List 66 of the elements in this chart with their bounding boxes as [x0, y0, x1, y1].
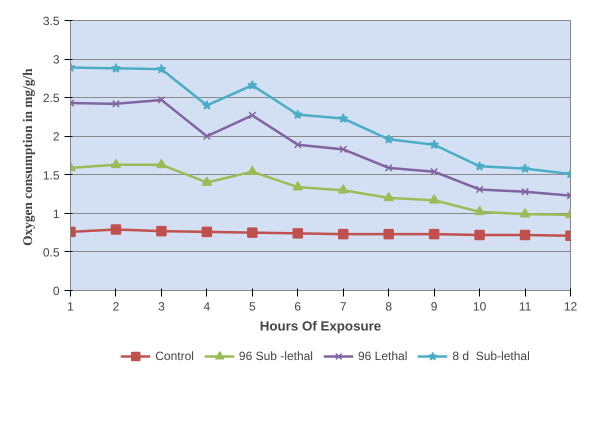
point [112, 100, 120, 108]
x-tick-label: 2 [112, 300, 120, 314]
point [338, 228, 348, 240]
point [247, 166, 258, 176]
point [383, 228, 394, 240]
point [156, 64, 166, 74]
point [248, 111, 256, 120]
y-tick-label: 3 [52, 52, 60, 67]
point [476, 186, 484, 194]
point [294, 140, 302, 149]
x-tick-label: 4 [204, 300, 211, 314]
x-tick-label: 6 [294, 300, 302, 314]
point [202, 132, 211, 140]
y-tick-label: 2.5 [42, 91, 60, 106]
point [292, 109, 303, 120]
point [339, 145, 348, 154]
point [202, 100, 212, 110]
point [247, 80, 258, 90]
x-tick-label: 12 [564, 300, 578, 314]
x-tick-label: 11 [518, 300, 532, 314]
y-tick-label: 3.5 [42, 14, 60, 28]
x-axis-title: Hours Of Exposure [260, 318, 382, 334]
legend-label: 8 d Sub-lethal [452, 349, 530, 363]
point [474, 206, 485, 216]
point [110, 224, 122, 235]
point [430, 168, 438, 176]
y-tick-label: 2 [52, 130, 60, 144]
legend-label: Control [155, 349, 194, 363]
point [156, 226, 167, 236]
y-tick-label: 1 [52, 206, 60, 221]
point [520, 163, 530, 174]
y-axis-title: Oxygen consumption in mg/g/h [20, 68, 35, 246]
point [110, 158, 122, 168]
point [520, 230, 530, 240]
point [429, 139, 440, 150]
point [384, 134, 394, 144]
y-tick-label: 0.5 [42, 245, 60, 260]
point [383, 192, 394, 202]
point [428, 228, 440, 240]
point [156, 158, 167, 168]
point [384, 164, 393, 172]
point [202, 226, 212, 238]
x-tick-label: 5 [248, 300, 256, 314]
point [474, 161, 485, 171]
point [474, 230, 485, 240]
point [520, 208, 530, 218]
x-tick-label: 9 [430, 300, 438, 314]
point [338, 184, 348, 194]
x-tick-label: 8 [385, 300, 392, 314]
y-tick-label: 0 [52, 284, 60, 298]
legend-label: 96 Lethal [358, 349, 408, 363]
point [521, 188, 529, 196]
point [292, 181, 304, 190]
point [110, 63, 121, 73]
x-tick-label: 1 [67, 300, 74, 314]
x-tick-label: 10 [472, 300, 487, 314]
point [338, 113, 348, 123]
point [247, 227, 258, 238]
point [202, 176, 212, 186]
point [157, 96, 166, 104]
x-tick-label: 7 [340, 300, 347, 314]
legend-label: 96 Sub -lethal [238, 349, 313, 363]
point [428, 194, 440, 204]
point [292, 228, 304, 239]
x-tick-label: 3 [158, 300, 166, 314]
y-tick-label: 1.5 [42, 168, 60, 182]
